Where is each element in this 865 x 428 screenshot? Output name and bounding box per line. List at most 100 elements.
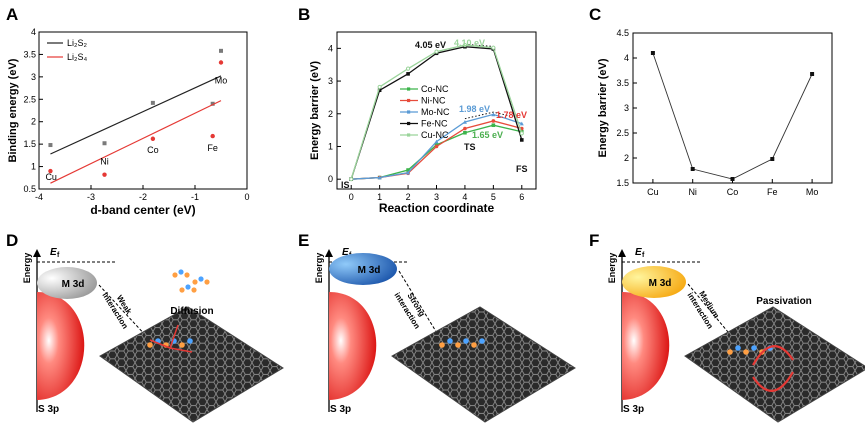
s3p-band xyxy=(37,292,85,400)
energy-axis-arrow xyxy=(325,249,333,257)
series-point-b xyxy=(434,49,439,54)
s3p-label: S 3p xyxy=(330,404,351,415)
data-point-c xyxy=(690,167,695,171)
series-point-b xyxy=(405,66,411,71)
fermi-level-label: E xyxy=(635,247,642,258)
x-tick-label-b: 1 xyxy=(377,192,382,202)
polysulfide-atom xyxy=(743,349,749,355)
legend-marker-b xyxy=(407,87,411,91)
data-point-c xyxy=(810,72,815,76)
m3d-band xyxy=(622,266,686,298)
series-point-b xyxy=(462,42,468,48)
energy-axis-arrow xyxy=(33,249,41,257)
series-point-b xyxy=(519,121,524,126)
m3d-label: M 3d xyxy=(62,279,85,290)
series-point-b xyxy=(519,131,524,136)
y-tick-label-a: 0.5 xyxy=(23,184,36,194)
annotation-b: 1.98 eV xyxy=(459,104,490,114)
data-point-c xyxy=(650,51,655,55)
panel-label-f: F xyxy=(589,231,599,250)
legend-marker-b xyxy=(407,110,411,114)
point-label-a: Ni xyxy=(100,156,109,166)
series-point-b xyxy=(406,72,410,76)
series-point-b xyxy=(406,170,411,175)
plot-frame-c xyxy=(632,32,833,184)
x-tick-label-b: 5 xyxy=(491,192,496,202)
y-tick-label-b: 2 xyxy=(328,109,333,119)
fermi-level-subscript: f xyxy=(57,252,60,259)
x-tick-label-a: -3 xyxy=(87,192,95,202)
interaction-line xyxy=(398,270,441,339)
polysulfide-atom xyxy=(447,338,453,344)
diffusion-arrow xyxy=(169,324,179,349)
series-point-b xyxy=(491,112,496,117)
x-tick-label-b: 3 xyxy=(434,192,439,202)
polysulfide-atom xyxy=(147,342,153,348)
data-point-a xyxy=(218,60,224,65)
floating-polysulfide xyxy=(192,279,198,285)
kinetics-arrow xyxy=(752,371,794,392)
kinetics-arrow xyxy=(752,345,794,366)
data-point-a xyxy=(48,143,53,148)
y-axis-label-a: Binding energy (eV) xyxy=(7,58,19,162)
series-point-b xyxy=(463,130,467,135)
y-tick-label-c: 2 xyxy=(624,153,629,163)
annotation-b: FS xyxy=(516,164,528,174)
series-point-b xyxy=(462,119,467,124)
y-tick-label-a: 1.5 xyxy=(23,139,36,149)
y-tick-label-b: 3 xyxy=(328,76,333,86)
panel-a: A -4 -3 -2 -1 0 0.5 1 1.5 2 2.5 3 3.5 4 d-band center… xyxy=(6,5,250,217)
legend-label-b: Mo-NC xyxy=(421,107,450,117)
legend-label-b: Cu-NC xyxy=(421,130,449,140)
polysulfide-atom xyxy=(463,338,469,344)
s3p-band xyxy=(622,292,670,400)
graphene-sheet xyxy=(391,306,576,423)
x-tick-label-b: 6 xyxy=(519,192,524,202)
peak-guide-b xyxy=(464,43,494,47)
fit-line-a xyxy=(50,100,222,184)
series-point-b xyxy=(377,175,382,180)
legend-marker-b xyxy=(407,121,411,126)
polysulfide-atom xyxy=(727,349,733,355)
polysulfide-atom xyxy=(179,342,185,348)
s3p-label: S 3p xyxy=(38,404,59,415)
m3d-label: M 3d xyxy=(358,265,381,276)
interaction-line xyxy=(687,283,734,339)
annotation-b: IS xyxy=(341,180,350,190)
floating-polysulfide xyxy=(172,272,178,278)
polysulfide-atom xyxy=(479,338,485,344)
y-tick-label-b: 4 xyxy=(328,43,333,53)
x-tick-label-a: -2 xyxy=(139,192,147,202)
data-point-a xyxy=(210,101,215,106)
x-tick-label-c: Ni xyxy=(688,187,697,197)
interaction-line xyxy=(98,284,149,339)
polysulfide-atom xyxy=(187,338,193,344)
legend-label-a: Li₂S₂ xyxy=(67,38,88,48)
point-label-a: Cu xyxy=(45,172,57,182)
panel-label-c: C xyxy=(589,5,601,24)
floating-polysulfide xyxy=(185,284,191,290)
x-tick-label-c: Fe xyxy=(767,187,778,197)
peak-guide-b xyxy=(464,111,508,120)
legend-label-b: Ni-NC xyxy=(421,96,446,106)
graphene-sheet xyxy=(684,306,865,423)
floating-polysulfide xyxy=(198,276,204,282)
floating-polysulfide xyxy=(178,269,184,275)
data-point-a xyxy=(48,168,53,174)
panel-c: C 1.5 2 2.5 3 3.5 4 4.5 Cu Ni Co Fe Mo Energy barrie… xyxy=(589,5,833,197)
polysulfide-atom xyxy=(751,345,757,351)
annotation-b: 1.65 eV xyxy=(472,130,503,140)
series-point-b xyxy=(377,88,382,93)
y-axis-label-c: Energy barrier (eV) xyxy=(597,58,609,157)
series-point-b xyxy=(377,84,382,90)
floating-polysulfide xyxy=(184,272,190,278)
diffusion-arrow xyxy=(169,347,193,353)
y-tick-label-c: 1.5 xyxy=(616,178,629,188)
y-tick-label-a: 3.5 xyxy=(23,49,36,59)
energy-label: Energy xyxy=(314,253,324,284)
